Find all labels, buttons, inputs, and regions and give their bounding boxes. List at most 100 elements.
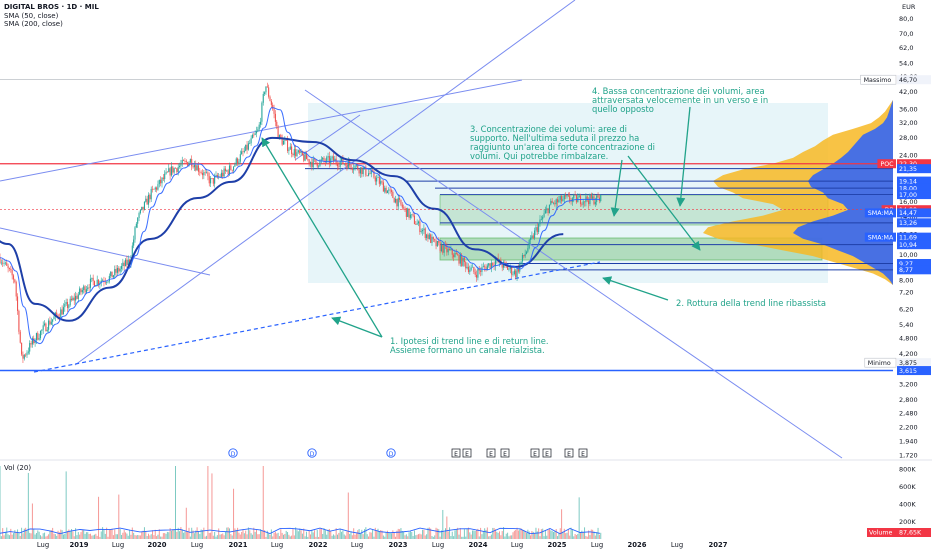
volume-bar xyxy=(580,532,581,539)
volume-bar xyxy=(226,527,228,539)
volume-bar xyxy=(40,535,41,539)
volume-legend[interactable]: Vol (20) xyxy=(4,464,32,472)
volume-bar xyxy=(504,536,506,539)
candle-body xyxy=(133,239,135,246)
volume-bar xyxy=(150,534,152,539)
volume-bar xyxy=(338,532,340,539)
volume-bar xyxy=(0,536,2,539)
volume-bar xyxy=(281,532,283,539)
volume-bar xyxy=(342,530,344,539)
candle-body xyxy=(412,214,414,216)
volume-bar xyxy=(58,532,60,539)
y-tick-label: 5,40 xyxy=(899,321,913,329)
candle-body xyxy=(297,150,299,153)
candle-body xyxy=(299,150,301,154)
candle-body xyxy=(72,297,74,301)
volume-bar xyxy=(384,536,386,539)
candle-body xyxy=(508,269,510,270)
volume-bar xyxy=(149,535,151,539)
annotation-3: 3. Concentrazione dei volumi: aree di sup… xyxy=(470,124,655,161)
price-badge-value: 17,00 xyxy=(899,192,917,199)
candle-body xyxy=(523,255,525,257)
candle-body xyxy=(501,264,503,268)
volume-bar xyxy=(472,530,473,539)
candle-body xyxy=(108,276,110,282)
candle-body xyxy=(332,156,334,161)
volume-bar xyxy=(443,532,445,539)
price-badge xyxy=(897,232,931,242)
candle-body xyxy=(519,264,521,272)
volume-bar xyxy=(565,533,567,539)
volume-bar xyxy=(284,533,286,539)
volume-bar xyxy=(507,532,509,539)
candle-body xyxy=(251,134,253,139)
volume-bar xyxy=(247,527,249,539)
volume-bar xyxy=(185,507,187,539)
volume-bar xyxy=(372,529,374,539)
volume-bar xyxy=(77,532,79,539)
volume-bar xyxy=(354,534,356,539)
price-badge xyxy=(897,164,931,174)
event-label: E xyxy=(545,451,549,458)
candle-body xyxy=(517,268,519,272)
candle-body xyxy=(169,168,171,176)
volume-bar xyxy=(434,535,436,539)
volume-bar xyxy=(438,529,440,539)
volume-bar xyxy=(25,527,27,539)
arrow-2 xyxy=(602,276,669,301)
volume-bar xyxy=(288,534,290,539)
volume-bar xyxy=(261,531,263,539)
volume-bar xyxy=(193,533,195,539)
candle-body xyxy=(470,267,472,270)
candle-body xyxy=(536,227,538,233)
x-tick-label: 2026 xyxy=(628,541,647,549)
price-badge-tag xyxy=(864,208,896,218)
candle-body xyxy=(53,316,55,320)
candle-body xyxy=(378,177,380,184)
volume-bar xyxy=(173,529,175,539)
volume-bar xyxy=(31,503,33,539)
candle-body xyxy=(224,168,226,172)
volume-bar xyxy=(484,528,486,539)
candle-body xyxy=(292,153,294,156)
volume-bar xyxy=(227,527,229,539)
candle-body xyxy=(71,298,73,301)
price-badge-tag xyxy=(864,357,897,368)
candle-body xyxy=(83,286,85,291)
candle-body xyxy=(488,263,490,266)
volume-bar xyxy=(331,535,333,539)
candle-body xyxy=(191,159,193,167)
x-tick-label: 2020 xyxy=(148,541,167,549)
candle-body xyxy=(111,271,113,278)
candle-body xyxy=(15,281,17,297)
volume-bar xyxy=(323,528,325,539)
sma50-legend[interactable]: SMA (50, close) xyxy=(4,12,59,20)
candle-body xyxy=(154,187,156,190)
volume-bar xyxy=(277,532,279,539)
candle-body xyxy=(189,159,191,163)
volume-bar xyxy=(110,529,112,539)
volume-bar xyxy=(161,536,163,539)
candle-body xyxy=(574,194,576,196)
volume-bar xyxy=(156,536,158,539)
x-tick-label: Lug xyxy=(112,541,124,549)
volume-bar xyxy=(292,529,294,539)
candle-body xyxy=(10,268,12,270)
candle-body xyxy=(521,255,523,262)
volume-bar xyxy=(450,535,452,539)
candle-body xyxy=(11,269,13,276)
sma200-legend[interactable]: SMA (200, close) xyxy=(4,20,63,28)
candle-body xyxy=(181,159,183,165)
volume-bar xyxy=(75,528,77,539)
volume-bar xyxy=(326,534,328,539)
candle-body xyxy=(300,150,302,154)
volume-bar xyxy=(558,532,560,539)
volume-bar xyxy=(405,534,407,539)
volume-bar xyxy=(339,529,341,539)
volume-bar xyxy=(489,535,491,539)
candle-body xyxy=(23,354,25,359)
volume-bar xyxy=(260,529,262,539)
volume-bar xyxy=(508,536,510,539)
volume-bar xyxy=(554,531,556,539)
